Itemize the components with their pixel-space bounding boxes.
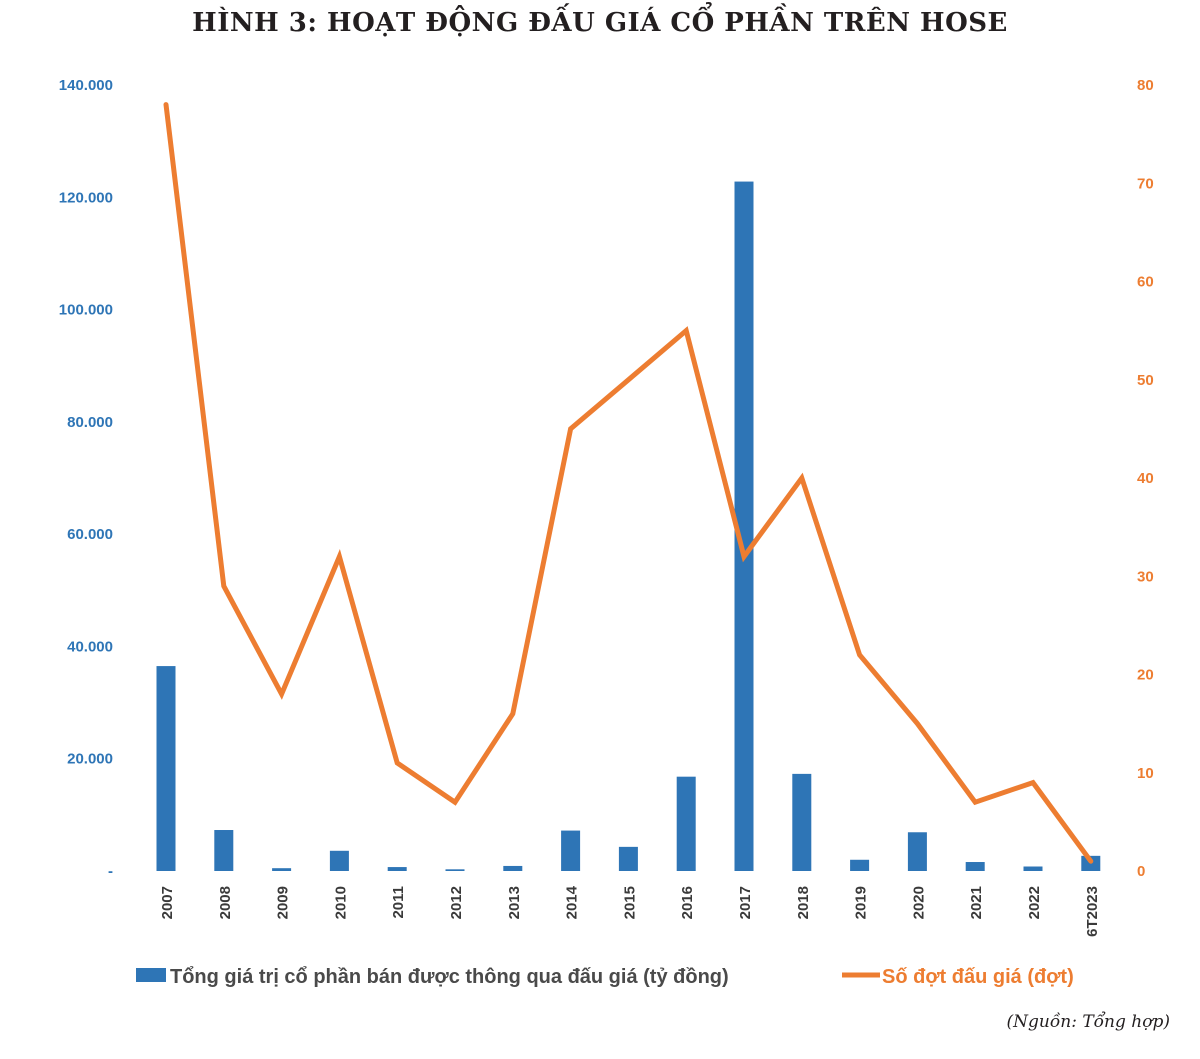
bar-series [156,181,1101,871]
source-note: (Nguồn: Tổng hợp) [1006,1012,1171,1032]
right-tick-label: 60 [1137,274,1154,291]
x-tick-label: 2019 [853,886,870,919]
x-tick-label: 2013 [506,886,523,919]
bar-2008 [214,830,234,871]
left-tick-label: - [108,863,113,880]
left-tick-label: 80.000 [67,414,113,431]
x-axis-ticks: 2007 2008 2009 2010 2011 2012 2013 2014 2015 2016… [159,885,1101,937]
x-tick-label: 2017 [737,886,754,919]
legend: Tổng giá trị cổ phần bán được thông qua … [136,966,1074,988]
x-tick-label: 2009 [275,886,292,919]
bar-2007 [156,666,176,871]
x-tick-label: 2018 [795,886,812,919]
x-tick-label: 2011 [390,886,407,919]
left-axis-ticks: - 20.000 40.000 60.000 80.000 100.000 120.000 1… [59,77,113,880]
right-tick-label: 0 [1137,863,1145,880]
left-tick-label: 40.000 [67,638,113,655]
x-tick-label: 2016 [679,886,696,919]
left-tick-label: 120.000 [59,189,113,206]
bar-2013 [503,865,523,871]
right-tick-label: 20 [1137,667,1154,684]
bar-2014 [561,830,581,871]
bar-2017 [734,181,754,871]
x-tick-label: 2008 [217,886,234,919]
x-tick-label: 2010 [332,886,349,919]
left-tick-label: 140.000 [59,77,113,94]
bar-2015 [618,846,638,871]
x-tick-label: 2007 [159,886,176,919]
x-tick-label: 2021 [968,886,985,919]
chart-title: HÌNH 3: HOẠT ĐỘNG ĐẤU GIÁ CỔ PHẦN TRÊN H… [192,8,1008,38]
x-tick-label: 6T2023 [1084,886,1101,937]
bar-2012 [445,869,465,871]
bar-2018 [792,773,812,871]
legend-swatch-bar [136,968,166,982]
right-axis-ticks: 0 10 20 30 40 50 60 70 80 [1137,77,1154,880]
legend-label-line: Số đợt đấu giá (đợt) [882,966,1074,988]
x-tick-label: 2012 [448,886,465,919]
bar-2009 [272,868,292,871]
x-tick-label: 2020 [910,886,927,919]
bar-2021 [965,862,985,871]
bar-2010 [329,850,349,871]
bar-2020 [907,832,927,871]
right-tick-label: 50 [1137,372,1154,389]
right-tick-label: 40 [1137,470,1154,487]
x-tick-label: 2022 [1026,886,1043,919]
right-tick-label: 80 [1137,77,1154,94]
line-series [163,102,1094,864]
right-tick-label: 30 [1137,568,1154,585]
legend-label-bar: Tổng giá trị cổ phần bán được thông qua … [170,966,729,988]
bar-2016 [676,776,696,871]
left-tick-label: 20.000 [67,751,113,768]
right-tick-label: 70 [1137,175,1154,192]
left-tick-label: 60.000 [67,526,113,543]
left-tick-label: 100.000 [59,302,113,319]
x-tick-label: 2014 [564,885,581,919]
line-series-path [163,102,1094,864]
bar-2022 [1023,866,1043,871]
bar-2011 [387,867,407,871]
bar-2019 [850,859,870,871]
right-tick-label: 10 [1137,765,1154,782]
x-tick-label: 2015 [621,886,638,919]
